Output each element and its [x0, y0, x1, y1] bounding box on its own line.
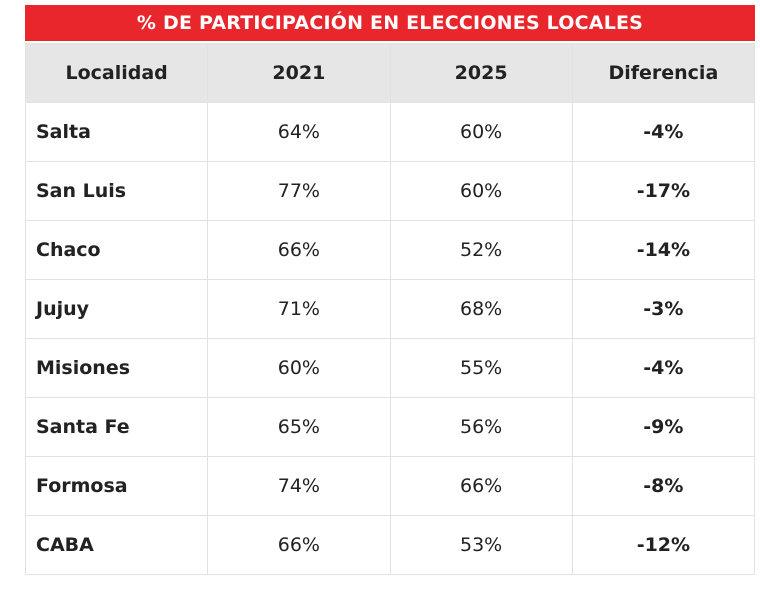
table-cell: 74%	[207, 456, 391, 516]
table-body: Salta 64% 60% -4% San Luis 77% 60% -17% Chaco 66%…	[24, 102, 756, 575]
table-cell: 60%	[389, 161, 573, 221]
table-title: % DE PARTICIPACIÓN EN ELECCIONES LOCALES	[25, 5, 755, 41]
table-cell: -8%	[571, 456, 756, 516]
table-cell: 52%	[389, 220, 573, 280]
table-cell: Chaco	[24, 220, 209, 280]
column-header: 2025	[389, 43, 573, 103]
table-cell: 66%	[389, 456, 573, 516]
table-cell: 77%	[207, 161, 391, 221]
table-cell: 66%	[207, 515, 391, 575]
table-cell: CABA	[24, 515, 209, 575]
table-cell: -4%	[571, 338, 756, 398]
table: Localidad 2021 2025 Diferencia Salta 64% 60% -…	[24, 43, 756, 575]
column-header: 2021	[207, 43, 391, 103]
table-cell: Misiones	[24, 338, 209, 398]
table-cell: San Luis	[24, 161, 209, 221]
table-cell: -4%	[571, 102, 756, 162]
table-cell: Formosa	[24, 456, 209, 516]
table-row: Chaco 66% 52% -14%	[24, 220, 756, 280]
table-cell: -9%	[571, 397, 756, 457]
table-cell: 71%	[207, 279, 391, 339]
table-cell: -14%	[571, 220, 756, 280]
table-cell: 53%	[389, 515, 573, 575]
column-header: Diferencia	[571, 43, 756, 103]
header-row: Localidad 2021 2025 Diferencia	[24, 43, 756, 103]
table-cell: 60%	[389, 102, 573, 162]
table-cell: Santa Fe	[24, 397, 209, 457]
table-cell: Salta	[24, 102, 209, 162]
table-cell: 56%	[389, 397, 573, 457]
table-cell: -12%	[571, 515, 756, 575]
table-row: Jujuy 71% 68% -3%	[24, 279, 756, 339]
table-row: CABA 66% 53% -12%	[24, 515, 756, 575]
table-cell: -3%	[571, 279, 756, 339]
table-row: Formosa 74% 66% -8%	[24, 456, 756, 516]
participation-table: % DE PARTICIPACIÓN EN ELECCIONES LOCALES…	[24, 5, 756, 575]
table-cell: -17%	[571, 161, 756, 221]
table-cell: 64%	[207, 102, 391, 162]
table-row: Salta 64% 60% -4%	[24, 102, 756, 162]
table-row: San Luis 77% 60% -17%	[24, 161, 756, 221]
table-row: Santa Fe 65% 56% -9%	[24, 397, 756, 457]
table-cell: 68%	[389, 279, 573, 339]
column-header: Localidad	[24, 43, 209, 103]
table-cell: 55%	[389, 338, 573, 398]
table-cell: 60%	[207, 338, 391, 398]
table-cell: Jujuy	[24, 279, 209, 339]
table-cell: 65%	[207, 397, 391, 457]
table-cell: 66%	[207, 220, 391, 280]
table-row: Misiones 60% 55% -4%	[24, 338, 756, 398]
